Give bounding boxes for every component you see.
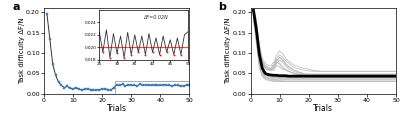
X-axis label: Trials: Trials	[313, 104, 333, 113]
Text: a: a	[12, 2, 20, 12]
Bar	[115, 81, 191, 94]
X-axis label: Trials: Trials	[107, 104, 127, 113]
Y-axis label: Task difficulty ΔF/N: Task difficulty ΔF/N	[225, 18, 231, 84]
Y-axis label: Task difficulty ΔF/N: Task difficulty ΔF/N	[19, 18, 25, 84]
Text: b: b	[218, 2, 226, 12]
